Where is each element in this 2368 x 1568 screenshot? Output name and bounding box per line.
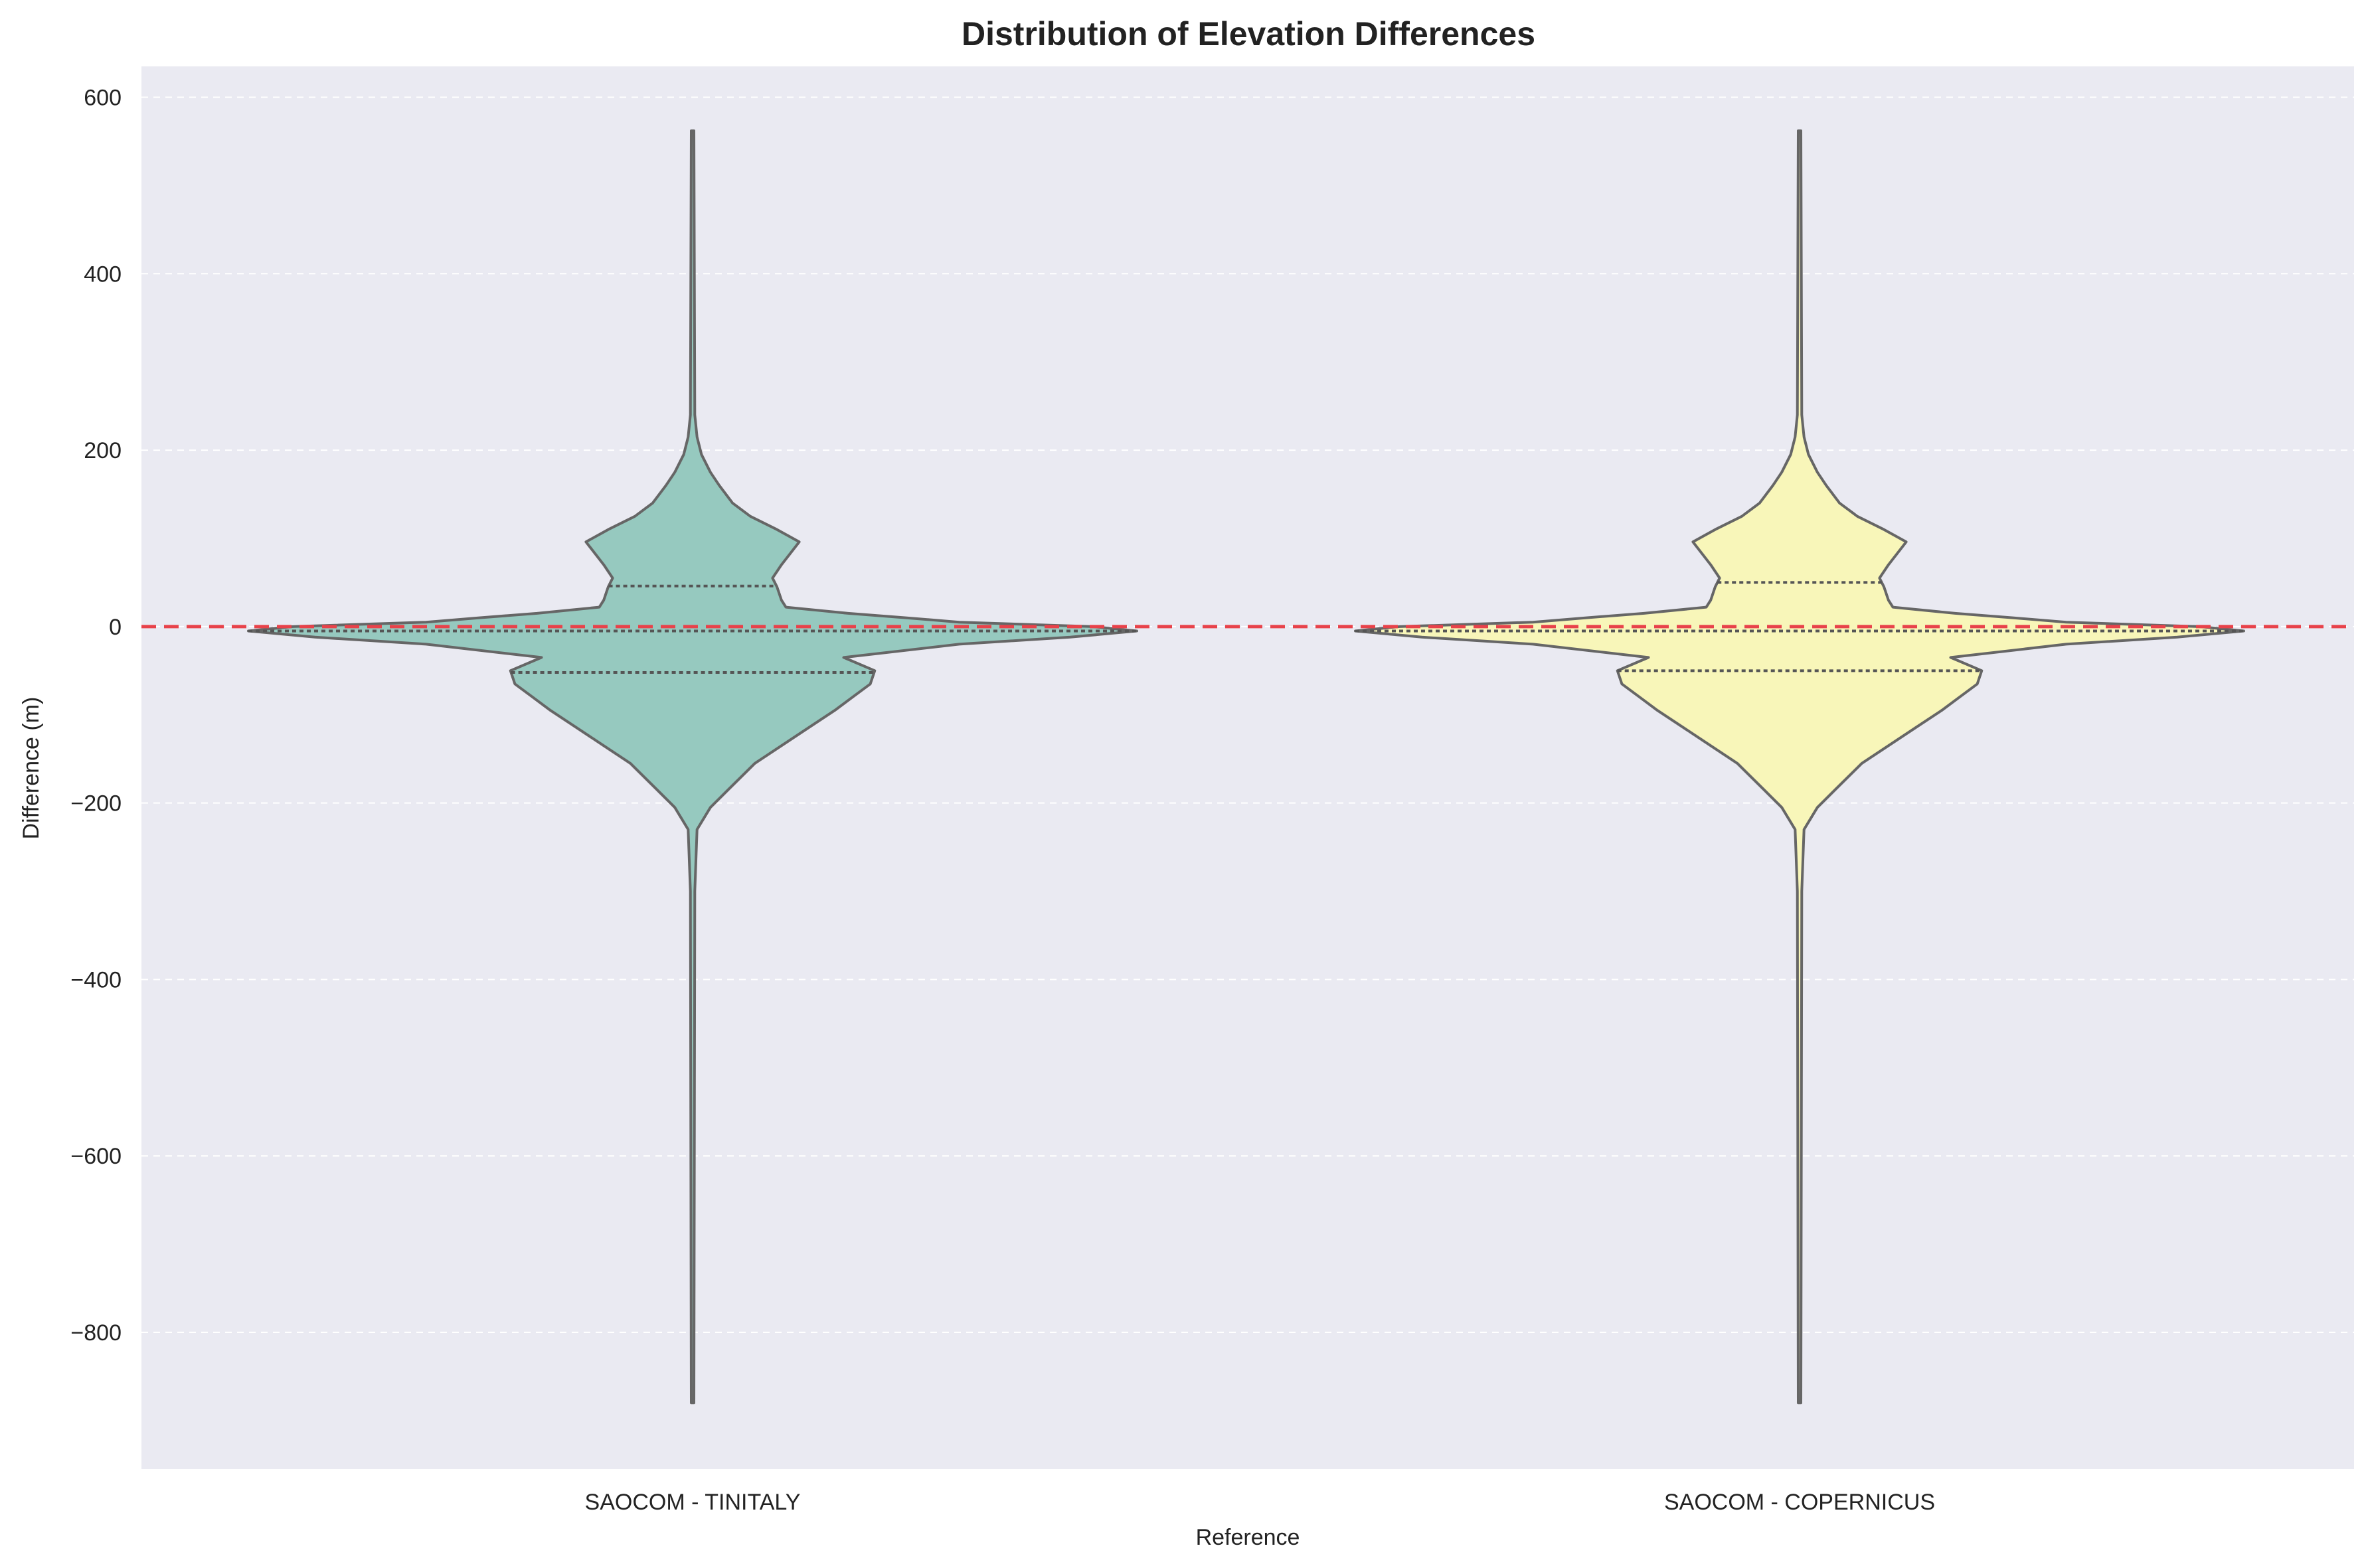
y-tick-label: 0 (109, 615, 122, 640)
y-tick-label: −200 (70, 791, 122, 817)
violin-body (1354, 129, 2245, 1405)
y-tick-label: −800 (70, 1320, 122, 1346)
x-tick-label: SAOCOM - TINITALY (585, 1490, 801, 1515)
y-axis-label: Difference (m) (19, 697, 44, 840)
y-axis-ticks: 600 400 200 0 −200 −400 −600 −800 (70, 86, 122, 1346)
violin-body (247, 129, 1138, 1405)
violins (247, 129, 2245, 1405)
chart-title: Distribution of Elevation Differences (962, 15, 1535, 52)
plot-area (141, 66, 2354, 1469)
x-tick-label: SAOCOM - COPERNICUS (1664, 1490, 1935, 1515)
y-tick-label: −400 (70, 967, 122, 992)
y-tick-label: 600 (84, 86, 122, 111)
x-axis-ticks: SAOCOM - TINITALY SAOCOM - COPERNICUS (585, 1490, 1935, 1515)
y-tick-label: −600 (70, 1144, 122, 1169)
x-axis-label: Reference (1196, 1525, 1300, 1550)
y-tick-label: 200 (84, 438, 122, 463)
y-tick-label: 400 (84, 262, 122, 287)
